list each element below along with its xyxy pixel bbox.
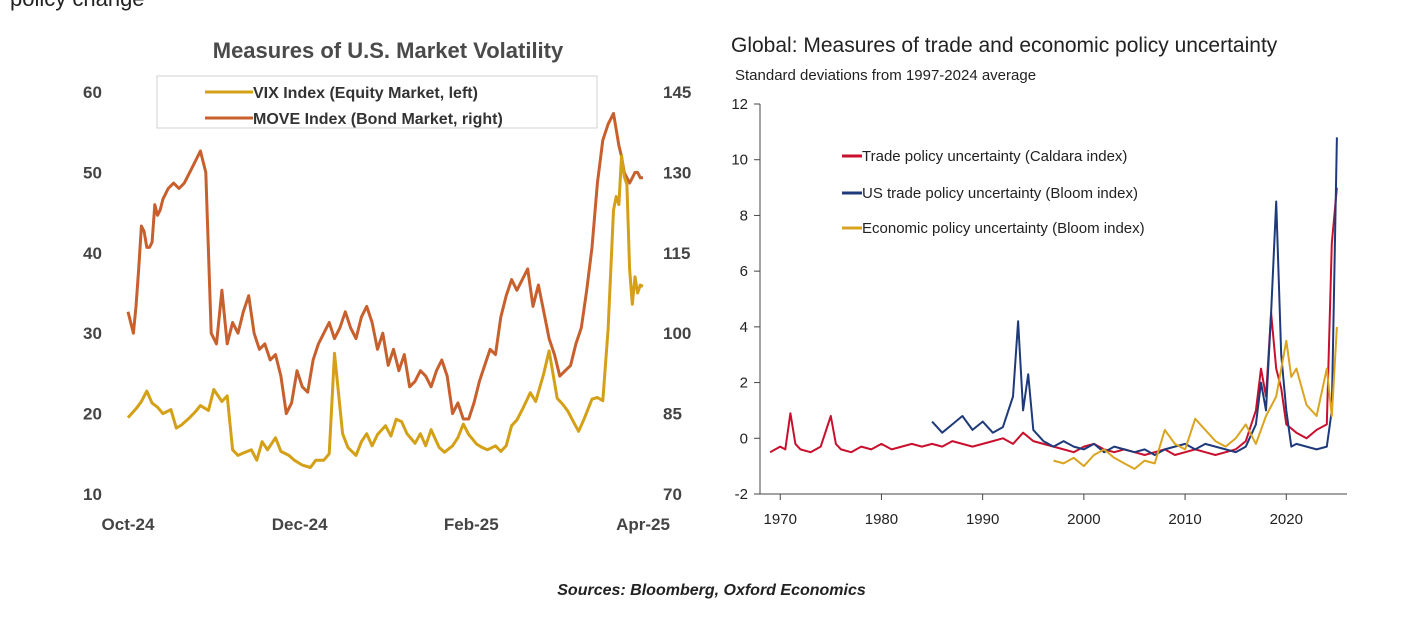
y-tick-label: 0 xyxy=(740,430,748,447)
y-left-tick-label: 10 xyxy=(83,485,102,504)
x-tick-label: 2010 xyxy=(1168,511,1201,528)
policy-uncertainty-svg: Global: Measures of trade and economic p… xyxy=(731,34,1347,528)
y-left-tick-label: 40 xyxy=(83,244,102,263)
y-tick-label: -2 xyxy=(735,486,748,503)
legend-label-epu: Economic policy uncertainty (Bloom index… xyxy=(862,220,1145,237)
x-tick-label: 2020 xyxy=(1270,511,1303,528)
x-tick-label: 1990 xyxy=(966,511,999,528)
chart-subtitle: Standard deviations from 1997-2024 avera… xyxy=(735,67,1036,84)
y-left-tick-label: 60 xyxy=(83,83,102,102)
y-tick-label: 10 xyxy=(731,152,748,169)
y-right-tick-label: 85 xyxy=(663,405,682,424)
chart-title: Measures of U.S. Market Volatility xyxy=(213,38,564,63)
y-left-tick-label: 30 xyxy=(83,324,102,343)
x-tick-label: Dec-24 xyxy=(272,515,328,534)
y-right-tick-label: 130 xyxy=(663,163,691,182)
economic-policy-line xyxy=(1053,326,1338,470)
sources-note: Sources: Bloomberg, Oxford Economics xyxy=(557,582,866,599)
move-index-line xyxy=(126,111,643,421)
y-tick-label: 4 xyxy=(740,319,748,336)
y-right-tick-label: 115 xyxy=(663,244,690,263)
y-right-tick-label: 100 xyxy=(663,324,691,343)
chart-title: Global: Measures of trade and economic p… xyxy=(731,34,1278,57)
trade-policy-line xyxy=(769,187,1338,456)
x-tick-label: Feb-25 xyxy=(444,515,499,534)
page-top-fragment: policy change xyxy=(10,0,145,12)
y-left-tick-label: 20 xyxy=(83,405,102,424)
y-tick-label: 12 xyxy=(731,96,748,113)
legend-label-trade: Trade policy uncertainty (Caldara index) xyxy=(862,148,1127,165)
y-right-tick-label: 70 xyxy=(663,485,682,504)
y-tick-label: 6 xyxy=(740,263,748,280)
legend-label-move: MOVE Index (Bond Market, right) xyxy=(253,111,503,128)
y-right-tick-label: 145 xyxy=(663,83,691,102)
x-tick-label: 2000 xyxy=(1067,511,1100,528)
x-tick-label: 1970 xyxy=(764,511,797,528)
market-volatility-chart: Measures of U.S. Market Volatility 10 20 30… xyxy=(0,0,700,560)
y-left-tick-label: 50 xyxy=(83,163,102,182)
vix-index-line xyxy=(126,154,644,469)
policy-uncertainty-chart: Global: Measures of trade and economic p… xyxy=(705,14,1357,549)
x-tick-label: Apr-25 xyxy=(616,515,670,534)
x-tick-label: Oct-24 xyxy=(102,515,155,534)
y-tick-label: 2 xyxy=(740,375,748,392)
y-tick-label: 8 xyxy=(740,207,748,224)
market-volatility-svg: Measures of U.S. Market Volatility 10 20 30… xyxy=(83,38,691,534)
legend-label-vix: VIX Index (Equity Market, left) xyxy=(253,85,478,102)
x-tick-label: 1980 xyxy=(865,511,898,528)
legend-label-us-trade: US trade policy uncertainty (Bloom index… xyxy=(862,185,1138,202)
